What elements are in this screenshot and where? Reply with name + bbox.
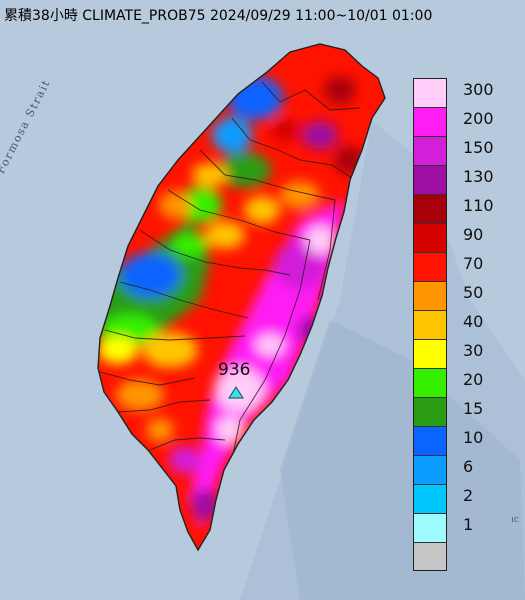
legend-swatch <box>413 107 447 136</box>
legend-label: 15 <box>463 399 484 418</box>
legend-label: 70 <box>463 254 484 273</box>
legend-label: 2 <box>463 486 474 505</box>
legend-swatch <box>413 368 447 397</box>
legend-label: 1 <box>463 515 474 534</box>
legend-swatch <box>413 397 447 426</box>
max-rainfall-label: 936 <box>218 360 251 380</box>
map-title: 累積38小時 CLIMATE_PROB75 2024/09/29 11:00~1… <box>4 8 433 24</box>
legend-label: 10 <box>463 428 484 447</box>
edge-text: ıc <box>511 515 519 525</box>
legend-swatch <box>413 223 447 252</box>
legend-swatch <box>413 194 447 223</box>
legend-swatch <box>413 281 447 310</box>
legend-swatch <box>413 165 447 194</box>
legend-swatch <box>413 310 447 339</box>
legend-swatch <box>413 339 447 368</box>
legend-swatch <box>413 136 447 165</box>
legend-label: 110 <box>463 196 494 215</box>
triangle-marker-icon <box>228 386 244 399</box>
legend-swatch <box>413 484 447 513</box>
east-ocean-deep <box>280 320 525 600</box>
legend-swatch <box>413 252 447 281</box>
legend-label: 50 <box>463 283 484 302</box>
legend-label: 30 <box>463 341 484 360</box>
legend-label: 130 <box>463 167 494 186</box>
legend-label: 20 <box>463 370 484 389</box>
legend-label: 6 <box>463 457 474 476</box>
legend-swatch <box>413 513 447 542</box>
taiwan-outline <box>97 43 386 552</box>
legend-label: 90 <box>463 225 484 244</box>
legend-label: 200 <box>463 109 494 128</box>
legend-label: 300 <box>463 80 494 99</box>
legend-label: 150 <box>463 138 494 157</box>
rainfall-legend: 300 200 150 130 110 90 70 50 40 30 20 15 10 6 2 1 <box>413 78 511 572</box>
legend-swatch <box>413 542 447 571</box>
legend-swatch <box>413 78 447 107</box>
legend-swatch <box>413 426 447 455</box>
legend-label: 40 <box>463 312 484 331</box>
legend-swatch <box>413 455 447 484</box>
